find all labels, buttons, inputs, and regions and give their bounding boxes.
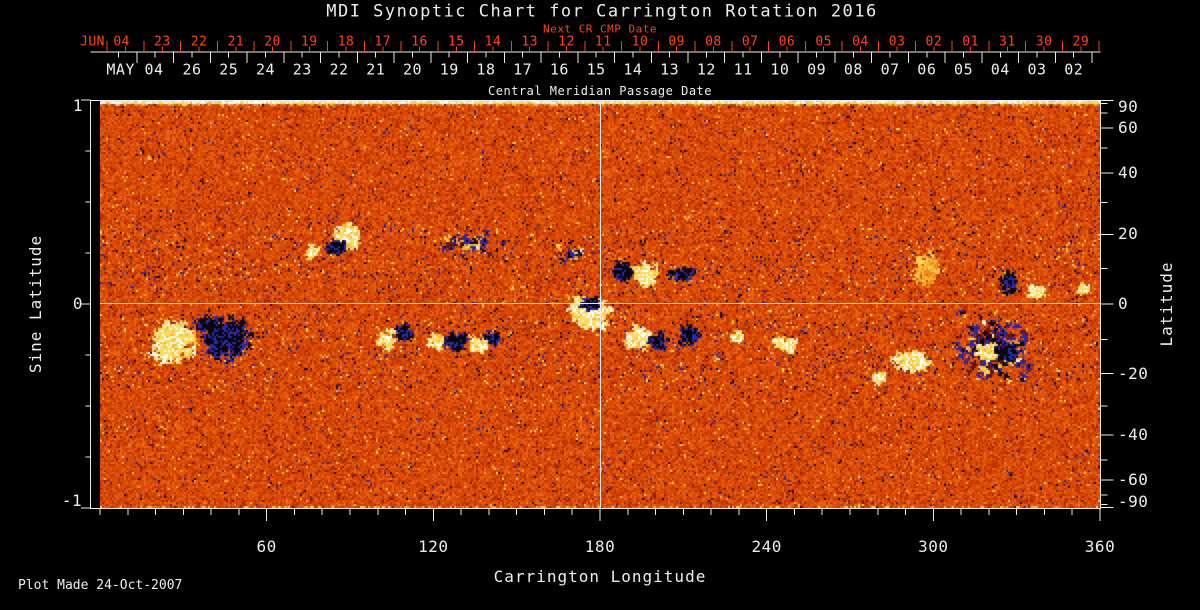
- next-cr-day-label: 15: [447, 34, 465, 50]
- cmp-day-label: 03: [1027, 60, 1047, 79]
- next-cr-day-label: 30: [1035, 34, 1053, 50]
- plot-made-timestamp: Plot Made 24-Oct-2007: [18, 578, 183, 593]
- sine-latitude-tick-label: 0: [72, 294, 84, 313]
- next-cr-day-label: 16: [411, 34, 428, 50]
- next-cr-day-label: 02: [925, 34, 943, 50]
- cmp-day-label: 23: [292, 60, 312, 79]
- next-cr-day-label: 03: [888, 34, 906, 50]
- next-cr-day-label: 05: [815, 34, 832, 50]
- longitude-tick-label: 180: [584, 537, 616, 556]
- next-cr-day-label: 29: [1072, 34, 1090, 50]
- right-axis-title: Latitude: [1157, 261, 1176, 347]
- next-cr-day-label: 23: [154, 34, 171, 50]
- cmp-day-label: 22: [329, 60, 349, 79]
- cmp-day-label: 09: [807, 60, 827, 79]
- cmp-day-label: 10: [770, 60, 790, 79]
- next-cr-month-label: JUN 04: [80, 34, 130, 50]
- cmp-day-label: 05: [954, 60, 974, 79]
- sine-latitude-tick-label: 1: [72, 96, 84, 115]
- next-cr-day-label: 12: [558, 34, 575, 50]
- next-cr-axis-title: Next CR CMP Date: [543, 22, 657, 36]
- cmp-day-label: 12: [696, 60, 716, 79]
- latitude-tick-label: 40: [1118, 163, 1139, 183]
- latitude-tick-label: 20: [1118, 224, 1139, 244]
- next-cr-day-label: 20: [264, 34, 281, 50]
- latitude-tick-label: -90: [1118, 492, 1149, 511]
- left-axis-title: Sine Latitude: [26, 234, 45, 374]
- cmp-day-label: 08: [843, 60, 863, 79]
- cmp-day-label: 19: [439, 60, 459, 79]
- latitude-tick-label: -60: [1118, 470, 1149, 490]
- longitude-tick-label: 240: [751, 537, 782, 556]
- next-cr-day-label: 11: [594, 34, 612, 50]
- longitude-tick-label: 60: [256, 537, 277, 556]
- next-cr-day-label: 31: [999, 34, 1016, 50]
- cmp-day-label: 07: [880, 60, 900, 79]
- cmp-day-label: 21: [366, 60, 386, 79]
- cmp-day-label: 15: [586, 60, 606, 79]
- next-cr-day-label: 17: [374, 34, 392, 50]
- cmp-day-label: 24: [255, 60, 276, 79]
- longitude-tick-label: 120: [418, 537, 449, 556]
- cmp-day-label: 04: [990, 60, 1010, 79]
- next-cr-day-label: 09: [668, 34, 686, 50]
- cmp-month-label: MAY 04: [106, 60, 164, 79]
- latitude-tick-label: -40: [1118, 424, 1149, 444]
- cmp-day-label: 13: [660, 60, 680, 79]
- cmp-day-label: 25: [219, 60, 239, 79]
- cmp-day-label: 06: [917, 60, 937, 79]
- cmp-day-label: 18: [476, 60, 496, 79]
- next-cr-day-label: 19: [300, 34, 318, 50]
- sine-latitude-tick-label: -1: [61, 491, 83, 510]
- next-cr-day-label: 07: [741, 34, 759, 50]
- next-cr-day-label: 10: [631, 34, 649, 50]
- chart-title: MDI Synoptic Chart for Carrington Rotati…: [326, 1, 878, 22]
- next-cr-day-label: 04: [852, 34, 869, 50]
- latitude-tick-label: 60: [1118, 117, 1139, 137]
- cmp-day-label: 26: [182, 60, 202, 79]
- cmp-axis-title: Central Meridian Passage Date: [487, 84, 713, 98]
- longitude-tick-label: 360: [1084, 537, 1116, 556]
- next-cr-day-label: 14: [484, 34, 502, 50]
- x-axis-title: Carrington Longitude: [493, 567, 707, 586]
- cmp-day-label: 02: [1064, 60, 1084, 79]
- next-cr-day-label: 22: [190, 34, 208, 50]
- next-cr-day-label: 06: [778, 34, 796, 50]
- next-cr-day-label: 13: [521, 34, 539, 50]
- next-cr-day-label: 21: [227, 34, 245, 50]
- cmp-day-label: 17: [513, 60, 533, 79]
- cmp-day-label: 16: [549, 60, 569, 79]
- cmp-day-label: 11: [733, 60, 753, 79]
- plot-frame: [90, 100, 1101, 509]
- longitude-tick-label: 300: [918, 537, 949, 556]
- next-cr-day-label: 08: [705, 34, 722, 50]
- latitude-tick-label: -20: [1118, 363, 1149, 383]
- cmp-day-label: 20: [402, 60, 422, 79]
- cmp-day-label: 14: [623, 60, 643, 79]
- latitude-tick-label: 90: [1118, 97, 1139, 116]
- latitude-tick-label: 0: [1118, 294, 1129, 313]
- next-cr-day-label: 18: [337, 34, 355, 50]
- next-cr-day-label: 01: [962, 34, 979, 50]
